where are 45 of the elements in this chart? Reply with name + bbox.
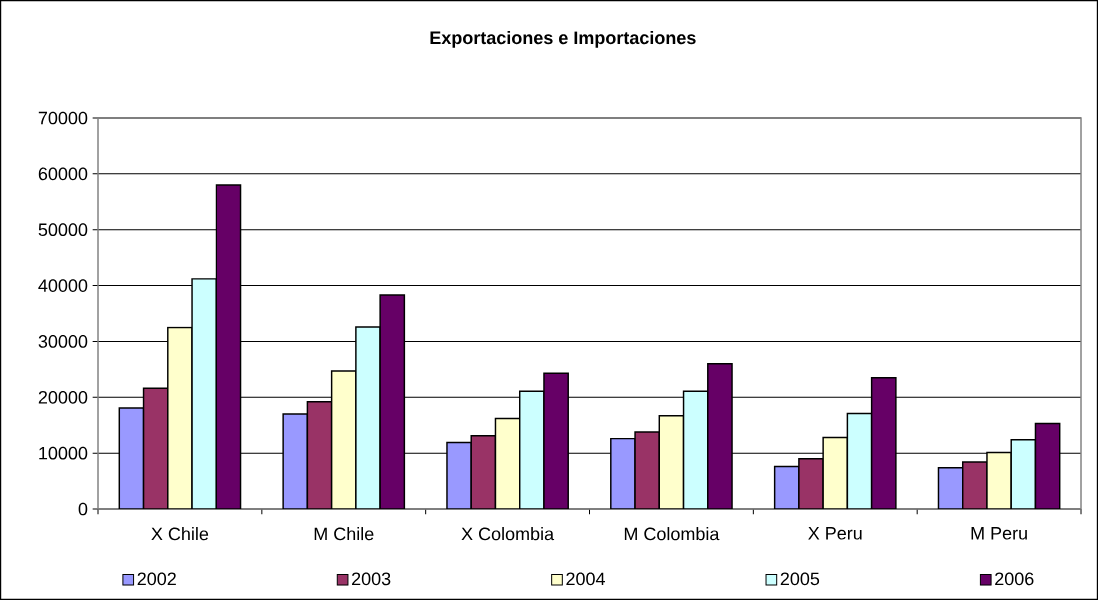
y-tick-label: 0 — [78, 502, 88, 516]
bar — [380, 295, 405, 509]
bar — [847, 413, 872, 509]
bar — [119, 407, 144, 509]
bar — [495, 418, 520, 509]
bar — [823, 437, 848, 509]
bar — [659, 415, 684, 509]
bar — [683, 391, 708, 509]
bar — [1010, 439, 1037, 509]
y-tick-label: 40000 — [38, 279, 88, 292]
bar — [543, 373, 569, 509]
x-tick-label: X Peru — [808, 527, 862, 540]
bar — [635, 431, 660, 509]
legend-label: 2005 — [780, 572, 820, 586]
bar — [283, 414, 308, 509]
bar — [307, 401, 332, 509]
bar — [1034, 422, 1061, 509]
x-tick-label: X Chile — [151, 527, 209, 541]
legend-label: 2003 — [352, 572, 391, 586]
bar — [937, 466, 964, 509]
bar — [331, 371, 356, 509]
bar — [871, 377, 896, 509]
chart-title: Exportaciones e Importaciones — [430, 30, 696, 48]
bar — [355, 326, 381, 509]
x-tick-label: M Chile — [314, 527, 374, 541]
bar — [216, 185, 241, 509]
bar — [192, 278, 217, 509]
bar — [167, 327, 193, 509]
bar — [143, 388, 168, 509]
bar — [961, 461, 988, 509]
legend-label: 2006 — [995, 572, 1034, 586]
y-tick-label: 50000 — [38, 223, 88, 237]
legend-label: 2004 — [566, 572, 606, 586]
legend-label: 2002 — [137, 572, 176, 586]
x-tick-label: X Colombia — [461, 527, 555, 541]
y-tick-label: 10000 — [39, 446, 88, 460]
y-tick-label: 70000 — [38, 111, 88, 125]
bar — [471, 435, 496, 509]
x-tick-label: M Peru — [971, 527, 1027, 540]
y-tick-label: 60000 — [38, 167, 88, 181]
bar — [519, 391, 544, 509]
x-tick-label: M Colombia — [624, 527, 720, 541]
y-tick-label: 20000 — [38, 390, 88, 404]
y-tick-label: 30000 — [38, 335, 88, 348]
bar — [774, 466, 799, 509]
